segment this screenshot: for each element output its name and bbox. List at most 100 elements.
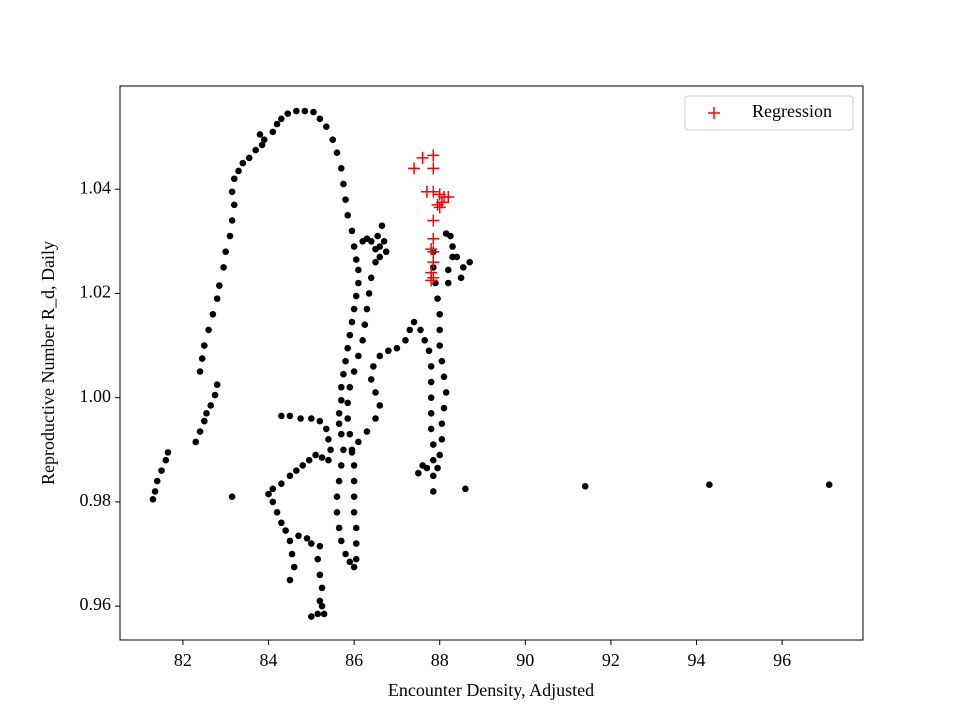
data-point	[196, 428, 204, 435]
data-point	[153, 477, 161, 485]
data-point	[459, 264, 467, 271]
data-point	[325, 436, 332, 443]
data-point	[340, 370, 347, 378]
data-point	[316, 115, 324, 123]
data-point	[352, 555, 360, 563]
regression-point	[427, 162, 440, 175]
data-point	[462, 485, 469, 493]
data-point	[344, 415, 351, 422]
data-point	[308, 540, 315, 547]
data-point	[286, 537, 294, 545]
series	[149, 107, 833, 620]
data-point	[337, 383, 345, 391]
data-point	[265, 490, 272, 498]
data-point	[286, 576, 294, 584]
data-point	[352, 256, 360, 263]
data-point	[258, 141, 266, 149]
regression-point	[427, 232, 440, 245]
data-point	[269, 128, 277, 136]
data-point	[352, 540, 360, 547]
data-point	[367, 274, 375, 282]
data-point	[222, 248, 230, 256]
data-point	[228, 493, 236, 500]
data-point	[228, 188, 236, 196]
data-point	[355, 352, 362, 360]
data-point	[284, 110, 292, 117]
data-point	[453, 253, 461, 261]
data-point	[314, 555, 322, 563]
data-point	[192, 438, 200, 446]
regression-point	[425, 243, 438, 256]
data-point	[438, 357, 446, 365]
data-point	[427, 378, 435, 386]
y-tick-label: 1.04	[80, 177, 112, 197]
data-point	[376, 253, 384, 261]
data-point	[355, 438, 362, 446]
data-point	[427, 425, 435, 433]
data-point	[337, 165, 345, 172]
data-point	[706, 481, 713, 488]
regression-point	[442, 191, 455, 204]
data-point	[211, 391, 219, 399]
data-point	[415, 469, 422, 477]
data-point	[421, 337, 429, 344]
x-tick-label: 94	[688, 650, 706, 670]
data-point	[350, 368, 358, 375]
regression-point	[427, 185, 440, 198]
data-point	[308, 415, 315, 422]
data-point	[429, 441, 437, 448]
data-point	[303, 535, 311, 542]
data-point	[215, 282, 223, 289]
data-point	[346, 331, 354, 339]
data-point	[406, 326, 414, 334]
data-point	[273, 120, 281, 128]
data-point	[346, 430, 354, 438]
data-point	[442, 230, 450, 237]
data-point	[213, 381, 221, 388]
data-point	[205, 326, 212, 334]
data-point	[825, 481, 833, 488]
data-point	[436, 310, 444, 318]
data-point	[344, 399, 351, 407]
data-point	[457, 274, 465, 282]
data-point	[355, 266, 362, 274]
data-point	[436, 451, 444, 459]
data-point	[361, 321, 369, 328]
data-point	[365, 290, 373, 297]
data-point	[436, 326, 444, 334]
data-point	[427, 394, 435, 401]
data-point	[316, 597, 324, 605]
data-point	[213, 295, 221, 302]
data-point	[423, 464, 431, 472]
data-point	[245, 154, 253, 162]
legend-box	[684, 95, 854, 131]
data-point	[425, 347, 433, 355]
data-point	[239, 159, 247, 167]
data-point	[273, 509, 281, 516]
regression-point	[427, 271, 440, 284]
data-point	[363, 305, 371, 313]
data-point	[151, 488, 159, 495]
data-point	[301, 107, 309, 115]
data-point	[427, 409, 435, 417]
data-point	[581, 482, 589, 490]
legend-label: Regression	[752, 101, 832, 121]
x-tick-label: 88	[431, 650, 449, 670]
data-point	[342, 357, 349, 365]
data-point	[149, 495, 157, 503]
data-point	[438, 436, 446, 443]
x-tick-label: 92	[602, 650, 620, 670]
data-point	[293, 467, 300, 474]
data-point	[235, 167, 242, 175]
data-point	[320, 610, 328, 618]
data-point	[256, 131, 264, 138]
regression-point	[427, 245, 440, 258]
data-point	[322, 425, 330, 433]
data-point	[230, 175, 238, 183]
data-point	[269, 498, 277, 506]
data-point	[442, 389, 450, 396]
data-point	[333, 493, 341, 500]
data-point	[402, 337, 409, 344]
data-point	[226, 232, 234, 240]
